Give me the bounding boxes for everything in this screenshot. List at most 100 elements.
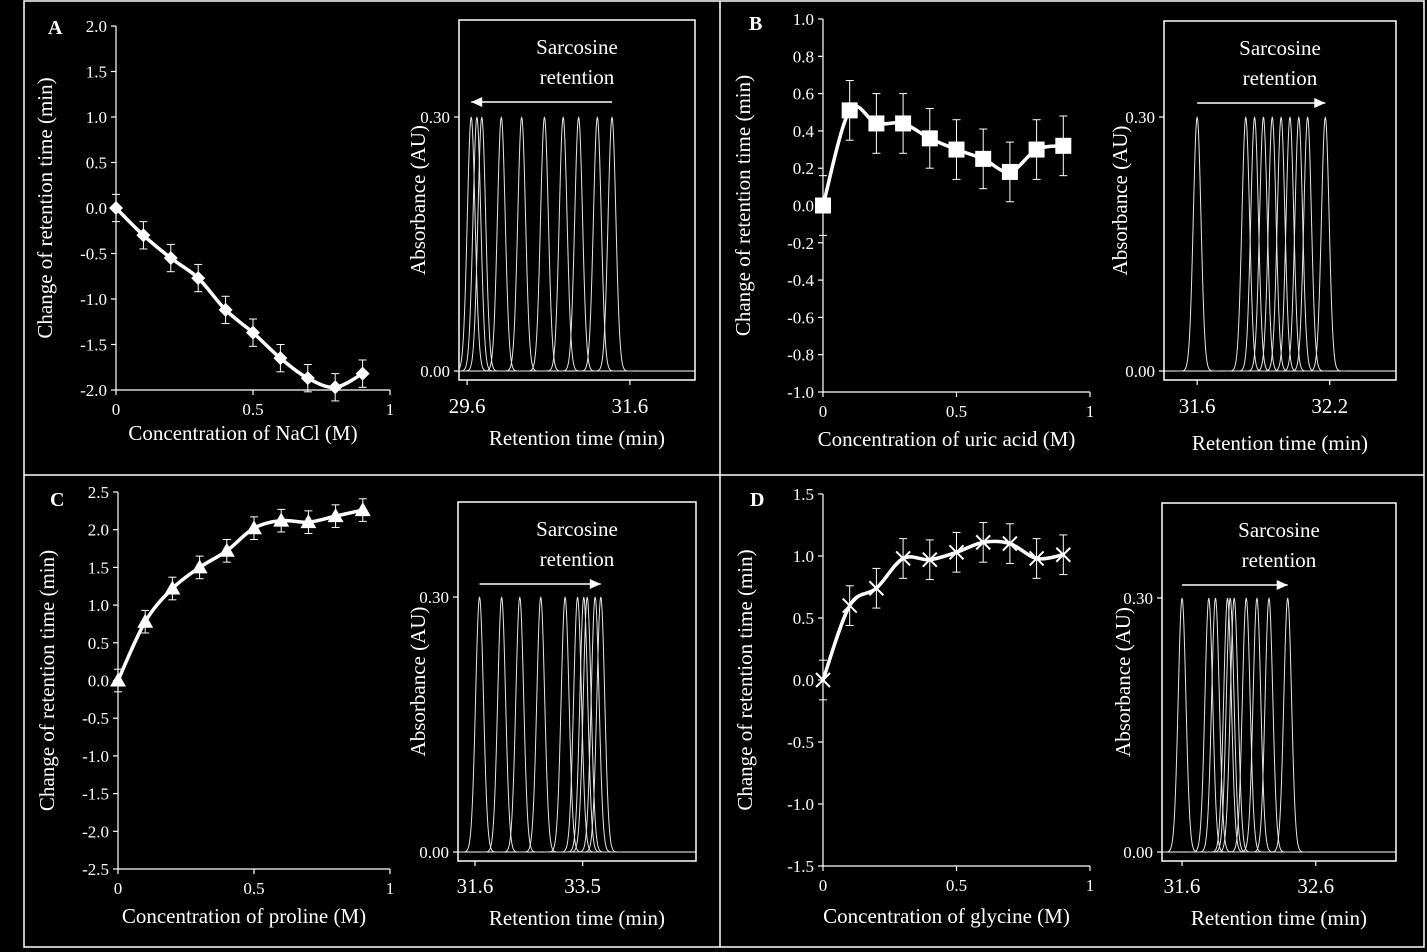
chromatogram-peak (1251, 116, 1294, 372)
y-tick-label: 1.0 (793, 10, 814, 29)
data-point (815, 672, 831, 688)
y-tick-label: -1.0 (82, 747, 109, 766)
chromatogram-frame (457, 501, 697, 862)
x-axis-label: Retention time (min) (1191, 906, 1367, 930)
x-tick-label: 1 (386, 400, 395, 419)
y-tick-label: -0.6 (787, 308, 814, 327)
data-point (868, 115, 885, 132)
data-point (948, 141, 965, 158)
x-tick-label: 1 (386, 879, 395, 898)
data-point (109, 201, 123, 215)
y-tick-label: -2.0 (82, 822, 109, 841)
data-point (1055, 137, 1072, 154)
y-tick-label: -1.5 (80, 336, 107, 355)
chromatogram-peak (1266, 597, 1309, 853)
y-tick-label: 0.0 (793, 671, 814, 690)
y-tick-label: -0.4 (787, 271, 814, 290)
data-point (300, 514, 317, 529)
y-tick-label: -1.5 (82, 785, 109, 804)
annotation-line-1: Sarcosine (1239, 36, 1321, 60)
y-axis-label: Change of retention time (min) (33, 77, 57, 338)
chromatogram-peak (1247, 597, 1291, 853)
data-point (948, 544, 965, 560)
data-point-stroke (975, 534, 991, 551)
x-tick-label: 0.5 (243, 879, 264, 898)
y-tick-label: 0.30 (419, 588, 449, 607)
annotation-line-1: Sarcosine (536, 517, 618, 541)
y-tick-label: 0.8 (793, 47, 814, 66)
y-tick-label: -0.8 (787, 346, 814, 365)
data-point (191, 271, 206, 286)
y-tick-label: 0.30 (420, 108, 450, 127)
chromatogram-peak (500, 116, 543, 372)
x-tick-label: 0 (112, 400, 121, 419)
series-line (116, 508, 364, 682)
data-point (975, 150, 992, 167)
chromatogram-peak (1260, 116, 1302, 372)
x-tick-label: 0 (819, 876, 828, 895)
data-point (328, 380, 343, 395)
annotation-line-1: Sarcosine (536, 35, 618, 59)
data-point (354, 502, 371, 517)
panel-c-chromatogram: 0.00 0.30 31.6 33.5 Retention time (min) Abso… (406, 501, 697, 930)
x-tick-label: 31.6 (1164, 874, 1201, 898)
panel-a: A -2.0 -1.5 -1.0 -0.5 0.0 0.5 1.0 1.5 2.0 0 0.5 1 Con… (33, 17, 394, 445)
y-tick-label: 2.0 (88, 521, 109, 540)
x-tick-label: 0 (819, 402, 828, 421)
x-tick-label: 0.5 (946, 876, 967, 895)
annotation-line-2: retention (1242, 548, 1317, 572)
x-tick-label: 29.6 (449, 394, 486, 418)
panel-label: A (48, 17, 63, 39)
data-point (218, 302, 233, 317)
panel-b-chromatogram: 0.00 0.30 31.6 32.2 Retention time (min) Abso… (1108, 20, 1397, 455)
x-tick-label: 1 (1086, 876, 1095, 895)
y-tick-label: 1.5 (88, 558, 109, 577)
data-point (975, 534, 991, 551)
chromatogram-peak (1224, 116, 1267, 372)
y-tick-label: 1.0 (88, 596, 109, 615)
data-point (1028, 550, 1045, 567)
y-tick-label: 1.0 (793, 547, 814, 566)
y-axis-label: Change of retention time (min) (733, 549, 757, 810)
retention-arrow-head (471, 97, 483, 107)
y-tick-label: -0.5 (80, 245, 107, 264)
chromatogram-frame (1163, 20, 1397, 381)
chromatogram-peak (480, 596, 524, 853)
y-tick-label: 0.00 (420, 362, 450, 381)
data-point-stroke (1055, 547, 1072, 563)
y-tick-label: 0.2 (793, 159, 814, 178)
data-point (1001, 163, 1018, 180)
data-point (895, 115, 912, 132)
data-point (300, 371, 315, 386)
x-tick-label: 33.5 (564, 874, 601, 898)
panel-c: C -2.5 -2.0 -1.5 -1.0 -0.5 0.0 0.5 1.0 1.5 2.0 2.5 0… (35, 483, 394, 928)
y-tick-label: -2.0 (80, 381, 107, 400)
chromatogram-peak (1269, 116, 1311, 372)
y-tick-label: 0.0 (793, 197, 814, 216)
panel-a-chromatogram: 0.00 0.30 29.6 31.6 Retention time (min) Abso… (406, 19, 696, 450)
y-tick-label: 0.6 (793, 85, 814, 104)
panel-frames (23, 0, 1425, 948)
series-line (114, 206, 364, 390)
panel-b: B -1.0 -0.8 -0.6 -0.4 -0.2 0.0 0.2 0.4 0.6 0.8 1.0 0… (731, 10, 1094, 451)
x-axis-label: Concentration of uric acid (M) (818, 427, 1076, 451)
panel-d: D -1.5 -1.0 -0.5 0.0 0.5 1.0 1.5 0 0.5 1 Concentrat… (733, 485, 1094, 928)
data-point (1055, 547, 1072, 563)
x-tick-label: 31.6 (1179, 394, 1216, 418)
y-tick-label: 0.5 (88, 634, 109, 653)
annotation-line-2: retention (1243, 66, 1318, 90)
data-point (868, 580, 885, 596)
y-tick-label: 0.00 (1123, 843, 1153, 862)
annotation-line-2: retention (540, 547, 615, 571)
data-point (841, 102, 858, 119)
data-point (136, 228, 151, 243)
chromatogram-peak (579, 596, 623, 853)
data-point-stroke (841, 597, 858, 614)
x-axis-label: Concentration of proline (M) (122, 904, 366, 928)
data-point (246, 520, 262, 535)
y-axis-label: Absorbance (AU) (406, 607, 430, 757)
y-tick-label: -0.2 (787, 234, 814, 253)
chromatogram-peak (460, 116, 504, 372)
data-point (921, 130, 938, 147)
data-point-stroke (815, 672, 831, 688)
